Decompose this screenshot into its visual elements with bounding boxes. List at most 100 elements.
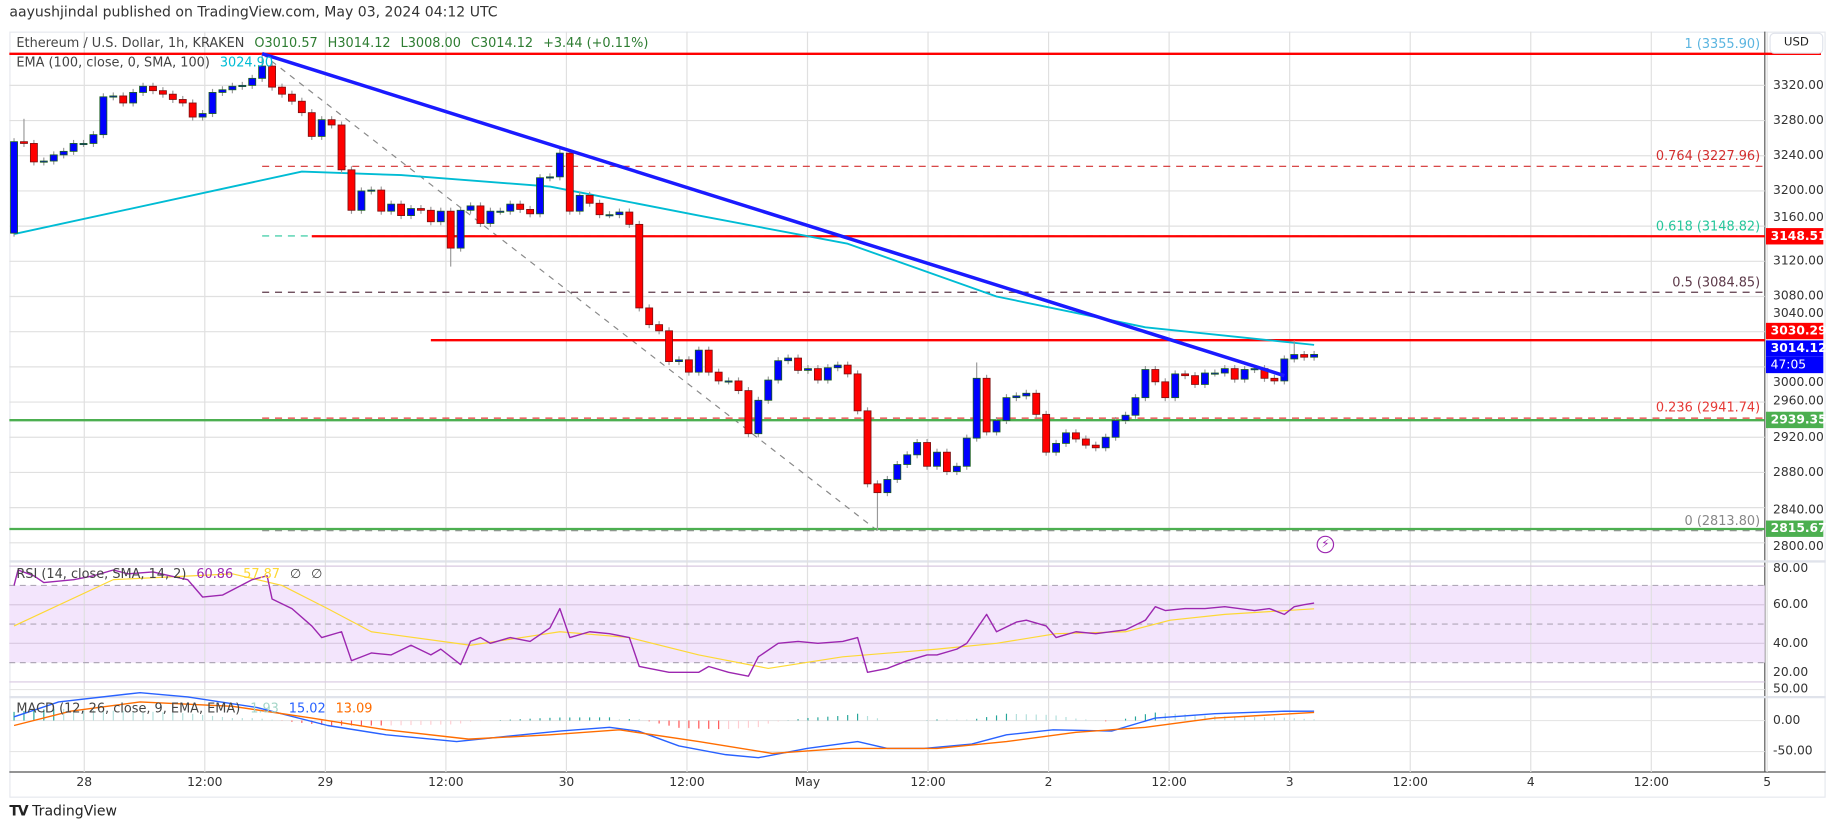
candle-down (188, 102, 197, 118)
price-tick-label: 2880.00 (1773, 465, 1824, 480)
macd-legend[interactable]: MACD (12, 26, close, 9, EMA, EMA) 1.93 1… (16, 701, 378, 716)
candle-down (149, 85, 157, 92)
candle-up (972, 377, 981, 439)
candle-down (347, 169, 356, 211)
candle-up (248, 77, 257, 86)
time-tick-label: 2 (1044, 775, 1053, 790)
fib-level-label: 0.236 (2941.74) (1655, 400, 1761, 416)
candle-up (992, 420, 1001, 433)
candle-down (268, 65, 276, 88)
lightning-icon[interactable]: ⚡ (1316, 535, 1335, 554)
ema-legend[interactable]: EMA (100, close, 0, SMA, 100) 3024.90 (16, 55, 279, 70)
candle-down (684, 359, 693, 373)
candle-up (605, 214, 614, 217)
rsi-label: RSI (14, close, SMA, 14, 2) (16, 566, 187, 582)
candle-up (883, 479, 892, 494)
candle-up (952, 465, 961, 472)
time-tick-label: 12:00 (187, 775, 223, 790)
candle-down (813, 368, 822, 381)
candle-up (238, 84, 247, 87)
candle-down (843, 364, 852, 375)
rsi-legend[interactable]: RSI (14, close, SMA, 14, 2) 60.86 57.87 … (16, 566, 328, 581)
price-tick-label: 3200.00 (1773, 183, 1824, 198)
rsi-sma-value: 57.87 (243, 566, 280, 582)
candle-up (79, 143, 88, 146)
macd-value: 15.02 (288, 700, 326, 716)
price-tick-label: 2960.00 (1773, 394, 1824, 409)
candle-down (178, 99, 187, 104)
ohlc-low: L3008.00 (400, 35, 461, 51)
candle-up (129, 92, 138, 104)
tradingview-logo-mark: 𝗧𝗩 (9, 802, 28, 819)
ema-100-line (13, 170, 1315, 346)
fib-level-label: 1 (3355.90) (1684, 36, 1761, 52)
candle-down (1300, 354, 1309, 358)
candle-up (764, 379, 773, 401)
candle-up (675, 359, 683, 362)
rsi-tick-label: 20.00 (1773, 665, 1809, 680)
macd-tick-label: 50.00 (1773, 681, 1809, 696)
candle-down (297, 100, 306, 114)
candle-down (714, 371, 723, 382)
candle-up (198, 113, 207, 118)
candle-up (496, 210, 505, 213)
candle-down (565, 152, 574, 212)
rsi-tick-label: 60.00 (1773, 597, 1809, 612)
candle-down (287, 93, 296, 102)
candle-down (635, 223, 644, 309)
candle-up (555, 152, 564, 178)
support-price-badge: 2815.67 (1765, 520, 1827, 537)
candle-up (89, 134, 98, 144)
candle-up (10, 141, 18, 234)
candle-down (942, 451, 951, 472)
candle-down (595, 202, 604, 216)
ohlc-change: +3.44 (+0.11%) (543, 35, 649, 51)
candle-down (307, 112, 316, 137)
candle-down (20, 141, 28, 144)
time-tick-label: 12:00 (669, 775, 705, 790)
ohlc-close: C3014.12 (470, 35, 534, 51)
macd-tick-label: -50.00 (1773, 743, 1813, 758)
candle-up (466, 205, 475, 211)
candle-up (258, 65, 267, 79)
candle-down (119, 95, 128, 104)
candle-down (516, 203, 525, 210)
bearish-trendline (261, 52, 1285, 378)
candle-down (704, 349, 713, 373)
rsi-tick-label: 40.00 (1773, 636, 1809, 651)
candle-up (139, 85, 147, 93)
candle-up (823, 367, 832, 381)
rsi-null-1: ∅ (289, 566, 302, 582)
candle-up (1171, 373, 1180, 399)
ema-label: EMA (100, close, 0, SMA, 100) (16, 54, 210, 71)
tradingview-logo[interactable]: 𝗧𝗩 TradingView (9, 802, 117, 818)
support-price-badge: 2939.35 (1765, 411, 1827, 429)
currency-button[interactable]: USD (1769, 32, 1824, 54)
price-tick-label: 3240.00 (1773, 148, 1824, 163)
candle-up (317, 119, 326, 137)
price-tick-label: 3160.00 (1773, 210, 1824, 225)
candle-up (1052, 442, 1060, 453)
time-tick-label: 3 (1285, 775, 1294, 790)
symbol-name[interactable]: Ethereum / U.S. Dollar, 1h, KRAKEN (16, 35, 245, 51)
candle-up (833, 364, 842, 369)
rsi-value: 60.86 (196, 566, 234, 582)
fib-level-label: 0 (2813.80) (1684, 513, 1761, 529)
price-tick-label: 2800.00 (1773, 539, 1824, 554)
candle-up (1240, 369, 1249, 380)
candle-up (913, 442, 922, 456)
candle-up (962, 437, 971, 467)
price-tick-label: 3080.00 (1773, 289, 1824, 304)
time-tick-label: 12:00 (1392, 775, 1428, 790)
symbol-legend: Ethereum / U.S. Dollar, 1h, KRAKEN O3010… (16, 35, 654, 50)
time-tick-label: 30 (558, 775, 575, 790)
tradingview-brand: TradingView (32, 802, 118, 819)
candle-up (208, 92, 217, 114)
price-tick-label: 2840.00 (1773, 502, 1824, 518)
candle-down (1032, 392, 1041, 415)
publisher-line: aayushjindal published on TradingView.co… (9, 3, 498, 20)
fib-diagonal (261, 53, 878, 532)
candle-down (873, 483, 882, 494)
candle-up (754, 399, 763, 435)
